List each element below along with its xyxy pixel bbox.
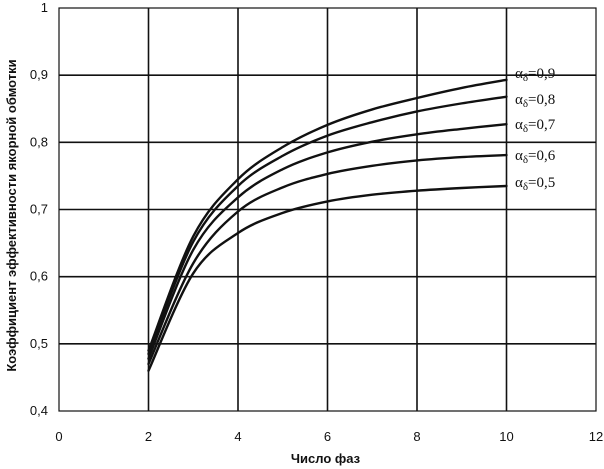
series-line [147,122,508,360]
y-tick-label: 0,5 [30,336,48,351]
x-tick-label: 10 [499,429,513,444]
x-tick-label: 8 [413,429,420,444]
series-curves [147,78,508,372]
series-line [147,95,508,356]
y-tick-label: 0,4 [30,403,48,418]
series-label: αδ=0,6 [515,148,556,166]
series-line [147,184,508,372]
grid-lines [59,8,596,411]
y-tick-label: 1 [41,0,48,15]
x-axis-title: Число фаз [291,451,361,466]
y-tick-label: 0,7 [30,202,48,217]
y-tick-labels: 0,4 0,5 0,6 0,7 0,8 0,9 1 [30,0,48,418]
y-tick-label: 0,8 [30,134,48,149]
plot-frame [58,7,597,412]
x-tick-labels: 0 2 4 6 8 10 12 [55,429,603,444]
y-axis-title: Коэффициент эффективности якорной обмотк… [4,59,19,371]
x-tick-label: 6 [324,429,331,444]
series-label: αδ=0,7 [515,117,556,135]
x-tick-label: 12 [589,429,603,444]
series-label: αδ=0,5 [515,175,555,193]
series-label: αδ=0,9 [515,66,555,84]
series-labels: αδ=0,9 αδ=0,8 αδ=0,7 αδ=0,6 αδ=0,5 [515,66,556,193]
x-tick-label: 2 [145,429,152,444]
x-tick-label: 4 [234,429,241,444]
series-line [147,78,508,352]
x-tick-label: 0 [55,429,62,444]
series-line [147,153,508,366]
y-tick-label: 0,6 [30,269,48,284]
y-tick-label: 0,9 [30,67,48,82]
series-label: αδ=0,8 [515,92,555,110]
